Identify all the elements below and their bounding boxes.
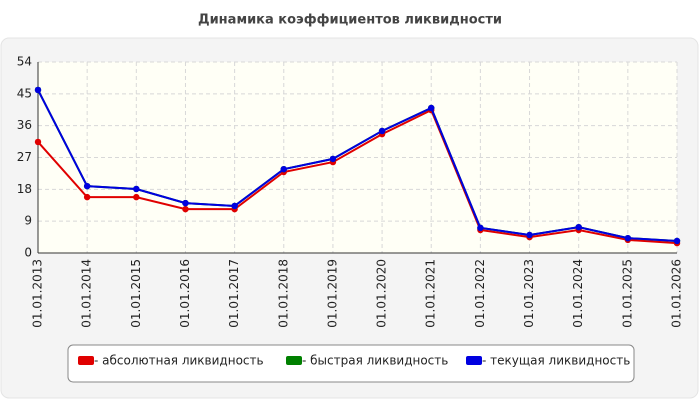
x-tick-label: 01.01.2026 [670,259,684,328]
point [182,205,189,213]
legend-label: - быстрая ликвидность [302,354,448,368]
x-tick-label: 01.01.2021 [424,259,438,328]
y-tick-label: 54 [17,55,32,69]
y-tick-label: 36 [17,118,32,132]
point [280,165,287,173]
legend-swatch [78,356,94,365]
point [231,202,238,210]
x-tick-label: 01.01.2024 [571,259,585,328]
y-tick-label: 9 [24,214,32,228]
point [83,193,91,201]
x-tick-label: 01.01.2019 [325,259,339,328]
legend-swatch [466,356,482,365]
point [477,224,484,232]
x-tick-label: 01.01.2017 [227,259,241,328]
plot-area [38,62,677,253]
series-line [37,108,678,245]
series-line [37,89,678,242]
x-tick-label: 01.01.2014 [80,259,94,328]
legend-label: - абсолютная ликвидность [94,354,264,368]
point [526,231,533,239]
point [624,234,632,242]
point [329,155,337,163]
point [182,199,189,207]
x-tick-label: 01.01.2023 [522,259,536,328]
point [133,193,140,201]
legend-label: - текущая ликвидность [482,354,630,368]
point [83,182,91,190]
x-tick-label: 01.01.2022 [473,259,487,328]
legend [67,344,635,383]
x-tick-label: 01.01.2020 [375,259,389,328]
x-tick-label: 01.01.2016 [178,259,192,328]
y-tick-label: 45 [17,86,32,100]
x-tick-label: 01.01.2015 [129,259,143,328]
point [673,237,681,245]
point [575,223,582,231]
point [378,127,386,135]
legend-swatch [286,356,302,365]
chart-title: Динамика коэффициентов ликвидности [198,13,502,28]
y-tick-label: 18 [17,182,32,196]
y-tick-label: 0 [24,246,32,260]
point [428,104,435,112]
point [133,185,140,193]
x-tick-label: 01.01.2025 [620,259,634,328]
point [34,86,42,94]
y-tick-label: 27 [17,150,32,164]
x-tick-label: 01.01.2013 [31,259,45,328]
x-tick-label: 01.01.2018 [276,259,290,328]
point [34,138,42,146]
